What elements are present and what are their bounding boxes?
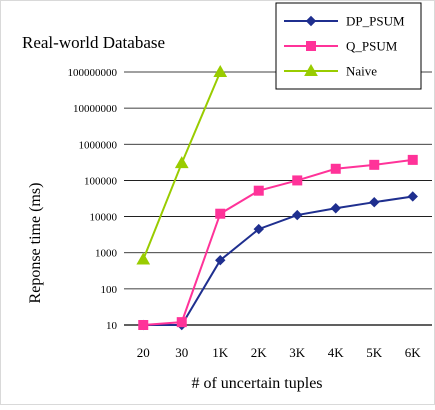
y-tick-label: 100 [101, 284, 118, 296]
data-point-square [253, 185, 264, 196]
data-point-square [306, 41, 316, 51]
y-tick-label: 10000 [90, 212, 118, 224]
x-tick-label: 1K [212, 345, 229, 360]
data-point-diamond [215, 255, 226, 266]
data-point-diamond [407, 191, 418, 202]
y-tick-label: 10 [106, 320, 118, 332]
data-point-square [407, 154, 418, 165]
y-tick-label: 1000 [95, 248, 118, 260]
legend-label: DP_PSUM [346, 14, 405, 29]
legend-label: Q_PSUM [346, 39, 398, 54]
data-point-diamond [369, 196, 380, 208]
y-tick-label: 100000 [84, 175, 118, 187]
data-point-triangle [174, 156, 189, 169]
data-point-triangle [136, 252, 151, 265]
x-tick-label: 3K [289, 345, 306, 360]
data-point-square [215, 208, 226, 219]
x-tick-label: 2K [251, 345, 268, 360]
series-line-q-psum [143, 158, 413, 326]
series-line-dp-psum [143, 195, 413, 326]
data-point-triangle [304, 63, 318, 76]
legend-label: Naive [346, 64, 377, 79]
data-point-diamond [292, 209, 303, 221]
x-tick-label: 5K [366, 345, 383, 360]
data-point-diamond [253, 223, 264, 235]
data-point-square [138, 320, 149, 330]
data-point-diamond [330, 203, 341, 214]
chart-title: Real-world Database [22, 33, 165, 52]
data-point-square [292, 175, 303, 186]
x-tick-label: 30 [175, 345, 188, 360]
x-tick-label: 20 [137, 345, 150, 360]
x-tick-label: 4K [328, 345, 345, 360]
y-axis-title: Reponse time (ms) [27, 183, 44, 304]
data-point-square [369, 159, 380, 170]
y-tick-label: 10000000 [73, 103, 118, 115]
data-point-square [176, 317, 187, 328]
x-axis-title: # of uncertain tuples [191, 375, 322, 392]
y-tick-label: 100000000 [68, 67, 118, 79]
plot-area: 10 100 1000 10000 100000 1000000 10000000 10000… [68, 64, 432, 360]
data-point-triangle [213, 64, 228, 77]
data-point-diamond [305, 15, 317, 27]
x-tick-label: 6K [405, 345, 422, 360]
legend: DP_PSUM Q_PSUM Naive [275, 2, 422, 90]
y-tick-label: 1000000 [79, 139, 118, 151]
data-point-square [330, 163, 341, 174]
